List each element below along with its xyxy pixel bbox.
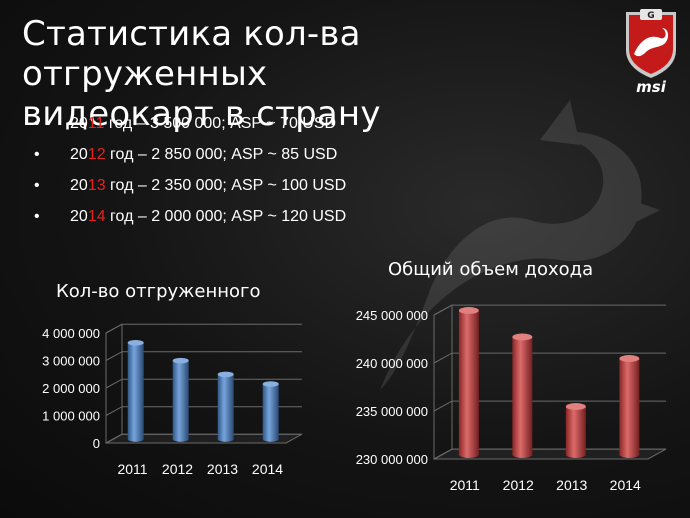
title-line-1: Статистика кол-ва отгруженных [22, 14, 361, 94]
chart-1-xtick-label: 2012 [162, 461, 193, 477]
chart-1-gridline [105, 323, 302, 334]
chart-2-gridline [433, 304, 666, 316]
logo-badge-letter: G [647, 11, 654, 21]
chart-1-gridline [105, 378, 302, 389]
chart-1-title: Кол-во отгруженного [56, 281, 261, 302]
logo-brand-text: msi [636, 78, 667, 96]
chart-2-xtick-label: 2011 [450, 477, 480, 493]
chart-1-bar-2014 [262, 381, 279, 442]
chart-1-bar-2013 [217, 371, 234, 442]
chart-1-bar-2012 [172, 357, 189, 442]
chart-2-bar-2014 [619, 355, 640, 459]
bullet-item-2012: 2012 год – 2 850 000; ASP ~ 85 USD [34, 145, 346, 176]
chart-2-xtick-label: 2014 [610, 477, 641, 493]
chart-2-gridline [433, 352, 666, 364]
chart-2-ytick-label: 230 000 000 [356, 452, 428, 467]
dragon-watermark-icon [380, 100, 660, 390]
shipment-bullet-list: 2011 год – 3 500 000; ASP ~ 70 USD 2012 … [34, 114, 346, 238]
chart-2-xtick-label: 2012 [503, 477, 534, 493]
chart-2-bar-2013 [565, 403, 586, 459]
chart-1-gridline [105, 351, 302, 361]
chart-1-ytick-label: 3 000 000 [42, 354, 100, 369]
chart-2-xtick-label: 2013 [556, 477, 587, 493]
chart-2-ytick-label: 245 000 000 [356, 308, 428, 323]
chart-1-gridline [105, 433, 302, 444]
chart-2-bar-2011 [458, 307, 479, 459]
msi-gaming-dragon-shield-icon: G [626, 9, 676, 78]
chart-1-gridline [105, 406, 302, 416]
chart-1-xtick-label: 2013 [207, 461, 238, 477]
msi-gaming-logo: G msi [626, 9, 676, 96]
chart-2-bar-2012 [512, 333, 533, 459]
chart-1-ytick-label: 0 [93, 436, 100, 451]
bullet-item-2014: 2014 год – 2 000 000; ASP ~ 120 USD [34, 207, 346, 238]
chart-2-gridline [433, 400, 666, 412]
chart-2-side-wall [433, 304, 453, 460]
chart-1-ytick-label: 4 000 000 [42, 326, 100, 341]
bullet-item-2013: 2013 год – 2 350 000; ASP ~ 100 USD [34, 176, 346, 207]
chart-2-gridline [433, 448, 666, 460]
chart-1-xtick-label: 2011 [117, 461, 147, 477]
chart-1-xtick-label: 2014 [252, 461, 283, 477]
bullet-item-2011: 2011 год – 3 500 000; ASP ~ 70 USD [34, 114, 346, 145]
chart-2-ytick-label: 235 000 000 [356, 404, 428, 419]
chart-1-bar-2011 [127, 339, 144, 442]
chart-2-title: Общий объем дохода [388, 259, 594, 280]
chart-1-ytick-label: 1 000 000 [42, 409, 100, 424]
chart-2-ytick-label: 240 000 000 [356, 356, 428, 371]
chart-1-ytick-label: 2 000 000 [42, 381, 100, 396]
